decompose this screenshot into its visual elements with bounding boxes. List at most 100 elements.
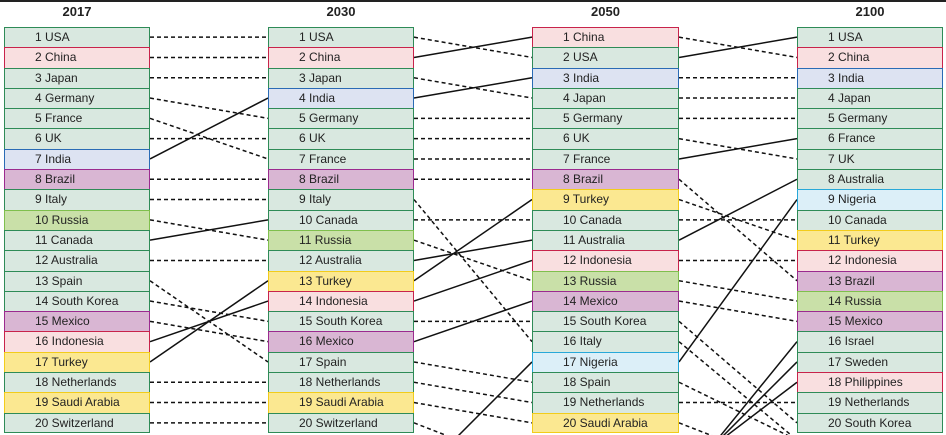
rank-cell: 7 India	[4, 148, 150, 170]
rank-cell: 5 Germany	[532, 108, 679, 129]
rank-cell: 9 Italy	[4, 189, 150, 210]
rank-cell: 8 Brazil	[268, 169, 414, 190]
rank-cell: 17 Spain	[268, 351, 414, 373]
connector-line	[149, 97, 269, 160]
rank-cell: 2 USA	[532, 47, 679, 68]
rank-cell: 12 Australia	[268, 250, 414, 271]
rank-cell: 14 Russia	[797, 290, 943, 312]
rank-cell: 19 Saudi Arabia	[268, 392, 414, 413]
year-header-2030: 2030	[326, 4, 356, 19]
top-rule	[0, 0, 946, 2]
connector-line	[678, 178, 798, 241]
rank-cell: 17 Turkey	[4, 351, 150, 373]
rank-cell: 10 Canada	[532, 209, 679, 230]
rank-cell: 9 Italy	[268, 189, 414, 210]
rank-cell: 1 USA	[797, 27, 943, 48]
connector-line	[149, 300, 269, 323]
rank-column-2030: 1 USA 2 China 3 Japan 4 India 5 Germany 6 UK 7…	[268, 27, 414, 433]
rank-cell: 11 Russia	[268, 229, 414, 251]
rank-cell: 13 Turkey	[268, 270, 414, 291]
rank-cell: 6 UK	[4, 128, 150, 149]
rank-cell: 14 Mexico	[532, 290, 679, 312]
rank-cell: 15 South Korea	[532, 311, 679, 332]
rank-cell: 16 Italy	[532, 331, 679, 352]
connector-line	[413, 422, 448, 435]
connector-line	[678, 300, 798, 323]
rank-cell: 2 China	[797, 47, 943, 68]
rank-column-2100: 1 USA 2 China 3 India 4 Japan 5 Germany 6 Fra…	[797, 27, 943, 433]
connector-line	[413, 259, 533, 302]
rank-cell: 10 Canada	[797, 209, 943, 230]
connector-line	[413, 77, 533, 99]
rank-cell: 14 Indonesia	[268, 290, 414, 312]
connector-line	[678, 36, 798, 59]
rank-cell: 14 South Korea	[4, 290, 150, 312]
rank-cell: 10 Russia	[4, 209, 150, 230]
connector-line	[720, 341, 798, 435]
rank-cell: 7 France	[532, 148, 679, 170]
connector-line	[413, 361, 533, 383]
connector-line	[149, 280, 269, 363]
rank-cell: 18 Netherlands	[4, 372, 150, 393]
rank-cell: 12 Indonesia	[532, 250, 679, 271]
rank-cell: 6 UK	[268, 128, 414, 149]
rank-cell: 13 Russia	[532, 270, 679, 291]
rank-cell: 9 Turkey	[532, 189, 679, 210]
connector-line	[678, 280, 798, 302]
rank-cell: 20 Saudi Arabia	[532, 412, 679, 433]
rank-cell: 6 France	[797, 128, 943, 149]
connector-line	[413, 199, 533, 343]
rank-cell: 13 Brazil	[797, 270, 943, 291]
rank-cell: 5 Germany	[797, 108, 943, 129]
connector-line	[457, 361, 533, 435]
rank-cell: 5 Germany	[268, 108, 414, 129]
rank-column-2017: 1 USA 2 China 3 Japan 4 Germany 5 France 6 UK…	[4, 27, 150, 433]
rank-cell: 6 UK	[532, 128, 679, 149]
rank-cell: 4 Germany	[4, 87, 150, 109]
rank-cell: 3 Japan	[4, 67, 150, 88]
connector-line	[413, 401, 533, 424]
connector-line	[413, 239, 533, 262]
connector-line	[678, 320, 798, 424]
connector-line	[678, 381, 789, 435]
connector-line	[149, 320, 269, 343]
rank-cell: 4 India	[268, 87, 414, 109]
year-header-2050: 2050	[591, 4, 620, 19]
connector-line	[678, 137, 798, 160]
connector-line	[413, 198, 533, 282]
rank-cell: 11 Turkey	[797, 229, 943, 251]
rank-cell: 19 Netherlands	[797, 392, 943, 413]
connector-line	[726, 381, 798, 435]
rank-cell: 11 Canada	[4, 229, 150, 251]
rank-cell: 20 Switzerland	[268, 412, 414, 433]
connector-line	[413, 239, 533, 282]
rank-cell: 18 Spain	[532, 372, 679, 393]
rank-cell: 1 China	[532, 27, 679, 48]
rank-cell: 19 Netherlands	[532, 392, 679, 413]
connector-line	[413, 36, 533, 59]
rank-cell: 15 Mexico	[797, 311, 943, 332]
rank-cell: 2 China	[4, 47, 150, 68]
connector-line	[413, 381, 533, 404]
rank-cell: 15 South Korea	[268, 311, 414, 332]
rank-cell: 15 Mexico	[4, 311, 150, 332]
connector-line	[678, 422, 713, 435]
rank-cell: 4 Japan	[797, 87, 943, 109]
rank-cell: 16 Mexico	[268, 331, 414, 352]
rank-cell: 18 Netherlands	[268, 372, 414, 393]
rank-cell: 4 Japan	[532, 87, 679, 109]
rank-cell: 2 China	[268, 47, 414, 68]
rank-cell: 1 USA	[4, 27, 150, 48]
rank-cell: 16 Indonesia	[4, 331, 150, 352]
connector-line	[149, 219, 269, 241]
rank-cell: 17 Sweden	[797, 351, 943, 373]
rank-cell: 13 Spain	[4, 270, 150, 291]
rank-cell: 17 Nigeria	[532, 351, 679, 373]
rank-cell: 8 Brazil	[4, 169, 150, 190]
connector-line	[678, 341, 793, 435]
rank-cell: 3 Japan	[268, 67, 414, 88]
connector-line	[678, 178, 798, 282]
rank-cell: 16 Israel	[797, 331, 943, 352]
connector-line	[678, 199, 798, 363]
rank-cell: 8 Australia	[797, 169, 943, 190]
